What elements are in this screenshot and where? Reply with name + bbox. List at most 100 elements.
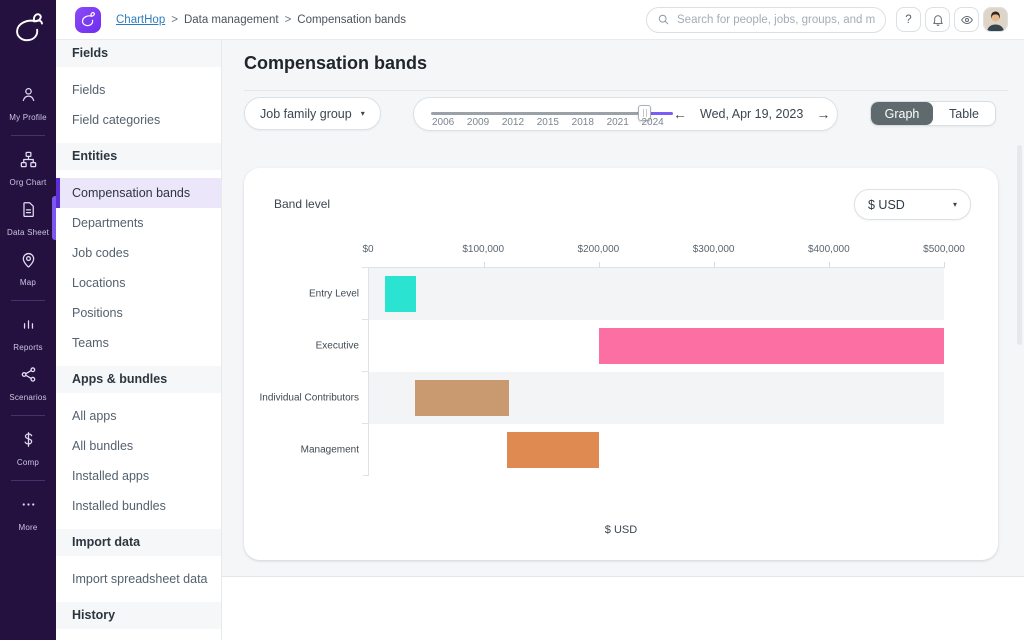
year-tick-2015: 2015 bbox=[536, 117, 559, 128]
band-level-label: Band level bbox=[274, 197, 331, 211]
map-pin-icon bbox=[19, 250, 38, 274]
band-row-entry-level: Entry Level bbox=[309, 267, 944, 320]
profile-icon bbox=[19, 85, 38, 109]
chart-plot-area: Entry Level Executive Individual Contribut… bbox=[260, 262, 945, 476]
rail-item-data-sheet[interactable]: Data Sheet bbox=[0, 193, 56, 243]
rail-item-my-profile[interactable]: My Profile bbox=[0, 78, 56, 128]
more-dots-icon bbox=[19, 495, 38, 519]
chevron-down-icon: ▾ bbox=[952, 200, 957, 209]
currency-dropdown[interactable]: $ USD ▾ bbox=[854, 189, 971, 220]
bell-icon bbox=[932, 14, 943, 26]
job-family-group-label: Job family group bbox=[260, 106, 352, 121]
breadcrumb-item-current: Compensation bands bbox=[297, 13, 406, 26]
x-axis: $0 $100,000 $200,000 $300,000 $400,000 $500,0… bbox=[362, 244, 964, 260]
previous-day-arrow[interactable]: ← bbox=[673, 106, 687, 122]
rail-item-comp[interactable]: Comp bbox=[0, 423, 56, 473]
x-axis-tick-label: $0 bbox=[362, 244, 374, 255]
rail-item-label: Org Chart bbox=[9, 178, 47, 187]
rail-item-label: My Profile bbox=[9, 113, 47, 122]
sidebar-item-installed-apps[interactable]: Installed apps bbox=[72, 469, 150, 483]
view-as-button[interactable] bbox=[954, 7, 979, 32]
x-axis-tickmark bbox=[829, 262, 830, 268]
compensation-band-bar bbox=[507, 432, 599, 468]
sidebar-item-locations[interactable]: Locations bbox=[72, 276, 126, 290]
sidebar-section-history: History bbox=[56, 602, 221, 629]
x-axis-tick-label: $400,000 bbox=[807, 244, 850, 255]
settings-sidebar: Fields Fields Field categories Entities Comp… bbox=[56, 40, 222, 640]
sidebar-item-field-categories[interactable]: Field categories bbox=[72, 113, 161, 127]
search-icon bbox=[658, 14, 669, 25]
slider-track[interactable] bbox=[431, 112, 644, 115]
sidebar-item-fields[interactable]: Fields bbox=[72, 83, 106, 97]
rail-item-more[interactable]: More bbox=[0, 488, 56, 538]
rail-divider bbox=[11, 300, 45, 301]
app-rail: My Profile Org Chart Data Sheet Map Reports S… bbox=[0, 0, 56, 640]
rail-item-map[interactable]: Map bbox=[0, 243, 56, 293]
sidebar-item-departments[interactable]: Departments bbox=[72, 216, 144, 230]
x-axis-tick-label: $300,000 bbox=[692, 244, 735, 255]
band-row-executive: Executive bbox=[316, 319, 944, 372]
chevron-down-icon: ▾ bbox=[360, 109, 365, 118]
currency-value: $ USD bbox=[868, 197, 905, 212]
rail-divider bbox=[11, 480, 45, 481]
page-title: Compensation bands bbox=[244, 53, 428, 73]
charthop-rabbit-logo[interactable] bbox=[0, 0, 56, 58]
rail-item-org-chart[interactable]: Org Chart bbox=[0, 143, 56, 193]
rail-item-reports[interactable]: Reports bbox=[0, 308, 56, 358]
year-tick-2012: 2012 bbox=[501, 117, 525, 128]
x-axis-title: $ USD bbox=[604, 524, 638, 536]
breadcrumb-separator: > bbox=[284, 13, 292, 26]
year-tick-2024: 2024 bbox=[641, 117, 664, 128]
toggle-option-table[interactable]: Table bbox=[949, 106, 979, 121]
compensation-band-bar bbox=[385, 276, 417, 312]
year-tick-2018: 2018 bbox=[571, 117, 594, 128]
breadcrumb-item-data-management[interactable]: Data management bbox=[183, 13, 279, 26]
global-search[interactable] bbox=[646, 6, 886, 33]
sidebar-section-apps-bundles: Apps & bundles bbox=[56, 366, 221, 393]
y-axis-category-label: Individual Contributors bbox=[259, 392, 360, 404]
sidebar-item-positions[interactable]: Positions bbox=[72, 306, 123, 320]
rail-divider bbox=[11, 135, 45, 136]
toggle-option-graph[interactable]: Graph bbox=[871, 102, 933, 125]
search-input[interactable] bbox=[677, 13, 875, 26]
sidebar-item-job-codes[interactable]: Job codes bbox=[72, 246, 129, 260]
breadcrumb-home-link[interactable]: ChartHop bbox=[116, 13, 166, 26]
y-axis-category-label: Management bbox=[300, 444, 359, 456]
user-avatar[interactable] bbox=[983, 7, 1008, 32]
sidebar-item-all-apps[interactable]: All apps bbox=[72, 409, 117, 423]
year-tick-2009: 2009 bbox=[466, 117, 490, 128]
scrollbar[interactable] bbox=[1017, 145, 1022, 345]
compensation-band-bar bbox=[599, 328, 944, 364]
sidebar-item-compensation-bands[interactable]: Compensation bands bbox=[56, 178, 221, 208]
notifications-button[interactable] bbox=[925, 7, 950, 32]
selected-date[interactable]: Wed, Apr 19, 2023 bbox=[700, 107, 804, 121]
y-axis-category-label: Executive bbox=[315, 340, 359, 352]
rail-item-label: More bbox=[18, 523, 38, 532]
x-axis-tick-label: $200,000 bbox=[577, 244, 620, 255]
sidebar-item-teams[interactable]: Teams bbox=[72, 336, 109, 350]
reports-icon bbox=[19, 315, 38, 339]
sidebar-item-installed-bundles[interactable]: Installed bundles bbox=[72, 499, 166, 513]
graph-table-toggle: Graph Table bbox=[870, 101, 996, 126]
next-day-arrow[interactable]: → bbox=[816, 106, 831, 122]
band-row-management: Management bbox=[301, 423, 944, 476]
sidebar-item-all-bundles[interactable]: All bundles bbox=[72, 439, 134, 453]
compensation-chart-card: Band level $ USD ▾ $0 $100,000 $200,000 $30… bbox=[244, 168, 998, 560]
rail-item-label: Data Sheet bbox=[6, 228, 50, 237]
rail-item-label: Scenarios bbox=[9, 393, 47, 402]
rail-item-scenarios[interactable]: Scenarios bbox=[0, 358, 56, 408]
timeline-slider[interactable]: 2006 2009 2012 2015 2018 2021 2024 bbox=[431, 98, 673, 130]
breadcrumb-separator: > bbox=[171, 13, 178, 26]
date-navigator: ← Wed, Apr 19, 2023 → bbox=[673, 107, 830, 121]
job-family-group-dropdown[interactable]: Job family group ▾ bbox=[244, 97, 381, 130]
rail-item-label: Map bbox=[19, 278, 37, 287]
rail-item-label: Reports bbox=[13, 343, 43, 352]
eye-icon bbox=[960, 15, 973, 24]
help-button[interactable]: ? bbox=[896, 7, 921, 32]
sidebar-item-import-spreadsheet-data[interactable]: Import spreadsheet data bbox=[72, 572, 208, 586]
year-tick-2021: 2021 bbox=[606, 117, 629, 128]
main-content: Compensation bands Job family group ▾ 20… bbox=[222, 40, 1024, 640]
charthop-app-icon[interactable] bbox=[75, 6, 101, 33]
slider-handle[interactable] bbox=[637, 105, 651, 121]
scenarios-icon bbox=[19, 365, 38, 389]
